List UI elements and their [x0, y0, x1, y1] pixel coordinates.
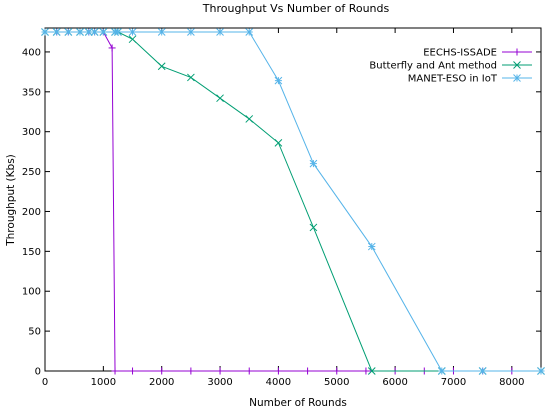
- data-point: [309, 223, 318, 232]
- x-tick-label: 6000: [382, 377, 407, 388]
- x-tick-label: 1000: [91, 377, 116, 388]
- data-point: [367, 367, 376, 375]
- data-point: [437, 367, 446, 375]
- y-axis-ticks: 0 50 100 150 200 250 300 350 400: [22, 47, 541, 378]
- data-point: [304, 367, 312, 375]
- legend: EECHS-ISSADE Butterfly and Ant method MANE…: [369, 48, 532, 85]
- y-tick-label: 150: [22, 247, 41, 258]
- y-tick-label: 0: [35, 367, 41, 378]
- data-point: [513, 48, 521, 56]
- data-point: [274, 76, 283, 85]
- data-point: [187, 73, 195, 82]
- data-point: [114, 28, 122, 36]
- data-point: [513, 74, 521, 82]
- data-point: [245, 28, 254, 36]
- chart-title: Throughput Vs Number of Rounds: [202, 2, 390, 15]
- data-point: [99, 28, 108, 36]
- data-point: [216, 28, 224, 36]
- legend-item: EECHS-ISSADE: [423, 48, 532, 59]
- x-tick-label: 0: [42, 377, 48, 388]
- legend-item: MANET-ESO in IoT: [408, 74, 532, 85]
- data-point: [187, 367, 195, 375]
- legend-label: MANET-ESO in IoT: [408, 74, 498, 85]
- legend-item: Butterfly and Ant method: [369, 61, 532, 72]
- data-point: [274, 367, 282, 375]
- data-point: [41, 28, 49, 36]
- y-tick-label: 400: [22, 47, 41, 58]
- data-point: [128, 35, 137, 44]
- data-point: [309, 159, 318, 168]
- data-point: [128, 28, 137, 36]
- data-point: [52, 28, 61, 36]
- data-point: [157, 62, 166, 71]
- data-point: [158, 367, 166, 375]
- legend-label: Butterfly and Ant method: [369, 61, 497, 72]
- x-axis-title: Number of Rounds: [249, 397, 347, 409]
- y-tick-label: 50: [28, 327, 41, 338]
- y-tick-label: 350: [22, 87, 41, 98]
- data-point: [245, 367, 253, 375]
- x-tick-label: 5000: [324, 377, 349, 388]
- data-point: [513, 61, 521, 69]
- x-tick-label: 7000: [441, 377, 466, 388]
- data-point: [108, 44, 116, 52]
- x-tick-label: 3000: [207, 377, 232, 388]
- data-point: [111, 367, 119, 375]
- data-point: [216, 94, 224, 103]
- series-layer: [41, 28, 545, 375]
- data-point: [76, 28, 84, 36]
- data-point: [367, 242, 376, 251]
- legend-label: EECHS-ISSADE: [423, 48, 497, 59]
- x-tick-label: 4000: [266, 377, 291, 388]
- y-axis-title: Throughput (Kbs): [5, 154, 17, 247]
- data-point: [216, 367, 224, 375]
- data-point: [64, 28, 73, 36]
- data-point: [274, 139, 283, 147]
- x-tick-label: 8000: [499, 377, 524, 388]
- data-point: [187, 28, 195, 36]
- data-point: [157, 28, 166, 36]
- data-point: [362, 367, 370, 375]
- data-point: [333, 367, 341, 375]
- y-tick-label: 200: [22, 207, 41, 218]
- data-point: [245, 115, 254, 123]
- y-tick-label: 250: [22, 167, 41, 178]
- data-point: [84, 28, 93, 36]
- data-point: [129, 367, 137, 375]
- y-tick-label: 100: [22, 287, 41, 298]
- data-point: [478, 367, 487, 375]
- x-tick-label: 2000: [149, 377, 174, 388]
- series-group: [41, 28, 545, 375]
- y-tick-label: 300: [22, 127, 41, 138]
- data-point: [537, 367, 545, 375]
- data-point: [90, 28, 99, 36]
